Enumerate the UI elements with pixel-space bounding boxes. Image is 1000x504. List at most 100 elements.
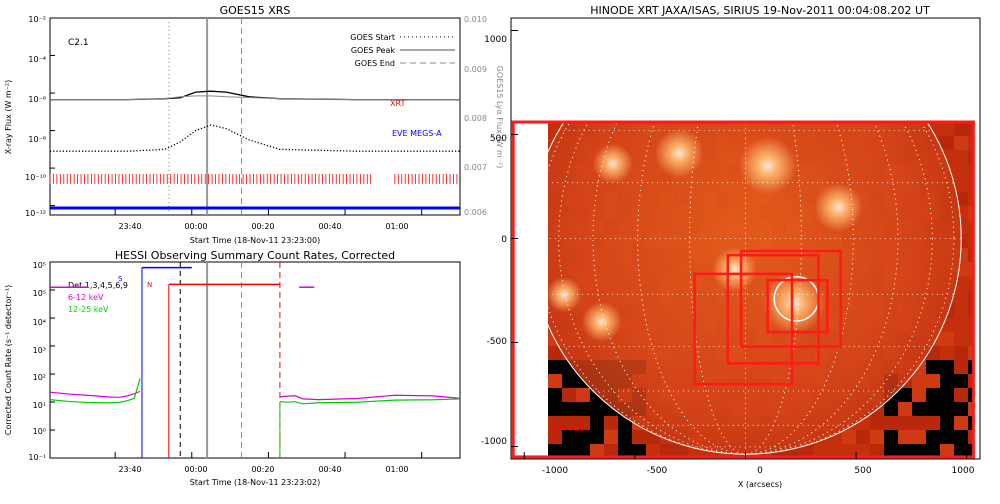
xrt-image-tile [968, 178, 973, 192]
xrt-image-tile [954, 290, 968, 304]
xrt-fov-box [766, 278, 829, 334]
xrt-image-tile [968, 444, 973, 458]
goes-panel: GOES15 XRS C2.1 10⁻² 10⁻⁴ 10⁻⁶ 10⁻⁸ 10⁻¹… [4, 4, 504, 245]
xrt-image-tile [912, 388, 926, 402]
xrt-image-tile [968, 248, 973, 262]
xrt-bright-regions [548, 128, 863, 342]
xrt-image-tile [576, 402, 590, 416]
xrt-image-tile [898, 430, 912, 444]
xrt-image-tile [590, 416, 604, 430]
xrt-image-tile [548, 360, 562, 374]
xrt-image-tile [562, 430, 576, 444]
xrt-image-tile [968, 122, 973, 136]
bright-region [581, 301, 622, 342]
xrt-image-tile [604, 444, 618, 458]
xrt-image-tile [632, 430, 646, 444]
goes-ytick-label: 10⁻¹² [25, 209, 46, 218]
xrt-image-tile [870, 444, 884, 458]
xrt-image-tile [968, 220, 973, 234]
hessi-ytick-label: 10⁴ [33, 318, 46, 327]
xrt-image-tile [562, 444, 576, 458]
hessi-panel: HESSI Observing Summary Count Rates, Cor… [4, 249, 461, 487]
xrt-image-tile [926, 430, 940, 444]
goes-flare-class: C2.1 [68, 38, 89, 48]
goes-xtick-label: 23:40 [118, 222, 141, 231]
hessi-ytick-label: 10⁵ [33, 261, 46, 270]
xrt-fov-box [726, 253, 820, 365]
bright-region [738, 136, 797, 195]
hessi-xtick-label: 00:20 [251, 465, 274, 474]
xrt-image-tile [926, 402, 940, 416]
xrt-image-tile [940, 346, 954, 360]
xrt-image-tile [954, 430, 968, 444]
goes-y2tick-label: 0.010 [464, 15, 487, 24]
xrt-image-tile [548, 388, 562, 402]
xrt-image-tile [548, 374, 562, 388]
xrt-image-tile [856, 430, 870, 444]
xrt-fov-label: XRT FOV [551, 424, 586, 433]
xrt-image-tile [562, 388, 576, 402]
xrt-image-tile [954, 178, 968, 192]
xrt-image-tile [968, 192, 973, 206]
hessi-legend: Det 1,3,4,5,6,9 6-12 keV 12-25 keV [68, 281, 128, 314]
xrt-fov-box [511, 120, 975, 459]
xrt-image-tile [548, 346, 562, 360]
xrt-image-tile [576, 430, 590, 444]
hessi-marks [49, 262, 461, 458]
xrt-image-tile [954, 388, 968, 402]
xrt-image-tile [968, 346, 973, 360]
xrt-image-tile [968, 374, 973, 388]
xrt-image-tile [912, 402, 926, 416]
xrt-image-tile [968, 136, 973, 150]
hessi-ticks [50, 261, 423, 459]
goes-xtick-label: 00:20 [251, 222, 274, 231]
hessi-ytick-label: 10⁰ [33, 427, 46, 436]
hessi-xtick-label: 01:00 [385, 465, 408, 474]
xrt-image-tile [562, 402, 576, 416]
goes-xrt-label: XRT [390, 99, 405, 108]
hessi-ytick-label: 10³ [33, 346, 46, 355]
xrt-image-tile [898, 416, 912, 430]
xrt-image-tile [954, 346, 968, 360]
hessi-ylabel: Corrected Count Rate (s⁻¹ detector⁻¹) [4, 285, 13, 436]
xrt-image-tile [968, 402, 973, 416]
xrt-image-tile [912, 374, 926, 388]
goes-y2label: GOES15 Lyα Flux (W m⁻²) [495, 66, 504, 169]
goes-y2tick-labels: 0.010 0.009 0.008 0.007 0.006 [464, 15, 487, 217]
xrt-image-tile [968, 388, 973, 402]
xrt-image-tile [548, 444, 562, 458]
xrt-ytick-label: -500 [487, 337, 508, 347]
goes-y2tick-label: 0.006 [464, 208, 487, 217]
xrt-image-tile [898, 402, 912, 416]
goes-y2tick-label: 0.009 [464, 65, 487, 74]
xrt-image-tile [954, 402, 968, 416]
xrt-image-tile [926, 444, 940, 458]
goes-series-1 [50, 124, 460, 152]
xrt-image-tile [968, 304, 973, 318]
xrt-image-tile [576, 388, 590, 402]
goes-ticks [50, 17, 423, 215]
xrt-image-tile [940, 122, 954, 136]
goes-plot-frame [49, 17, 461, 216]
hessi-xtick-labels: 23:40 00:00 00:20 00:40 01:00 [118, 465, 408, 474]
bright-region [814, 182, 863, 232]
xrt-title: HINODE XRT JAXA/ISAS, SIRIUS 19-Nov-2011… [590, 4, 930, 17]
xrt-image-tile [968, 150, 973, 164]
goes-ylabel: X-ray Flux (W m⁻²) [4, 80, 13, 155]
hessi-series-0-a [49, 390, 141, 398]
xrt-image-tile [674, 444, 688, 458]
xrt-panel: HINODE XRT JAXA/ISAS, SIRIUS 19-Nov-2011… [481, 4, 981, 489]
xrt-image-tile [548, 402, 562, 416]
xrt-image-tile [884, 416, 898, 430]
xrt-image-tile [940, 332, 954, 346]
goes-y2tick-label: 0.008 [464, 114, 487, 123]
hessi-ytick-label: 10¹ [33, 401, 46, 410]
xrt-image-tile [548, 430, 562, 444]
xrt-image-tile [884, 444, 898, 458]
xrt-image-tile [590, 430, 604, 444]
xrt-image-tile [562, 374, 576, 388]
goes-xtick-label: 01:00 [385, 222, 408, 231]
goes-legend: GOES Start GOES Peak GOES End [350, 33, 455, 68]
xrt-image-tile [954, 374, 968, 388]
